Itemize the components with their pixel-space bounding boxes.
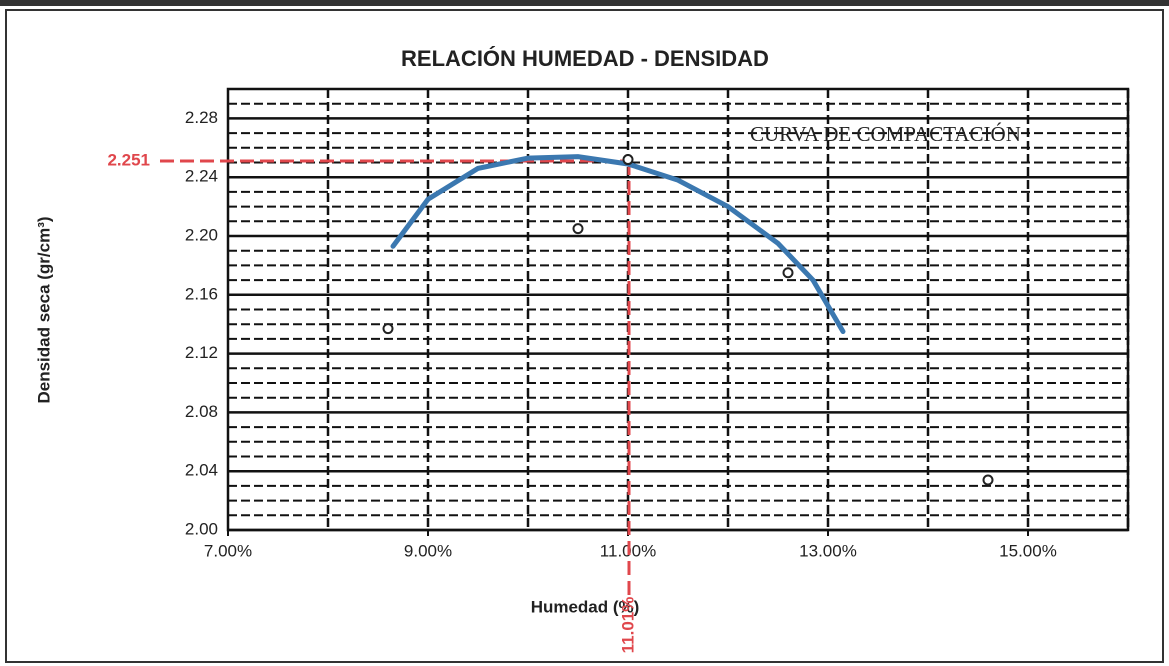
data-point (622, 154, 634, 166)
data-point (382, 323, 394, 335)
optimum-x-label: 11.01% (618, 597, 637, 654)
chart-title: RELACIÓN HUMEDAD - DENSIDAD (401, 46, 769, 71)
plot-border (226, 87, 1130, 532)
data-point (572, 223, 584, 235)
y-tick-label: 2.04 (185, 461, 218, 480)
top-edge (0, 0, 1169, 6)
x-tick-label: 15.00% (999, 541, 1057, 560)
curve-annotation: CURVA DE COMPACTACIÓN (750, 122, 1021, 146)
y-tick-label: 2.00 (185, 519, 218, 538)
y-tick-label: 2.08 (185, 402, 218, 421)
x-tick-label: 9.00% (404, 541, 452, 560)
x-axis-label: Humedad (%) (531, 597, 640, 616)
frame (5, 9, 1164, 663)
y-tick-label: 2.20 (185, 225, 218, 244)
data-point (782, 267, 794, 279)
y-tick-label: 2.28 (185, 108, 218, 127)
x-tick-label: 13.00% (799, 541, 857, 560)
data-point (982, 474, 994, 486)
y-axis-label: Densidad seca (gr/cm³) (34, 216, 53, 403)
y-tick-label: 2.16 (185, 284, 218, 303)
optimum-y-label: 2.251 (107, 151, 150, 170)
y-tick-label: 2.24 (185, 167, 218, 186)
fit-curve (390, 154, 846, 335)
x-tick-label: 7.00% (204, 541, 252, 560)
y-tick-label: 2.12 (185, 343, 218, 362)
